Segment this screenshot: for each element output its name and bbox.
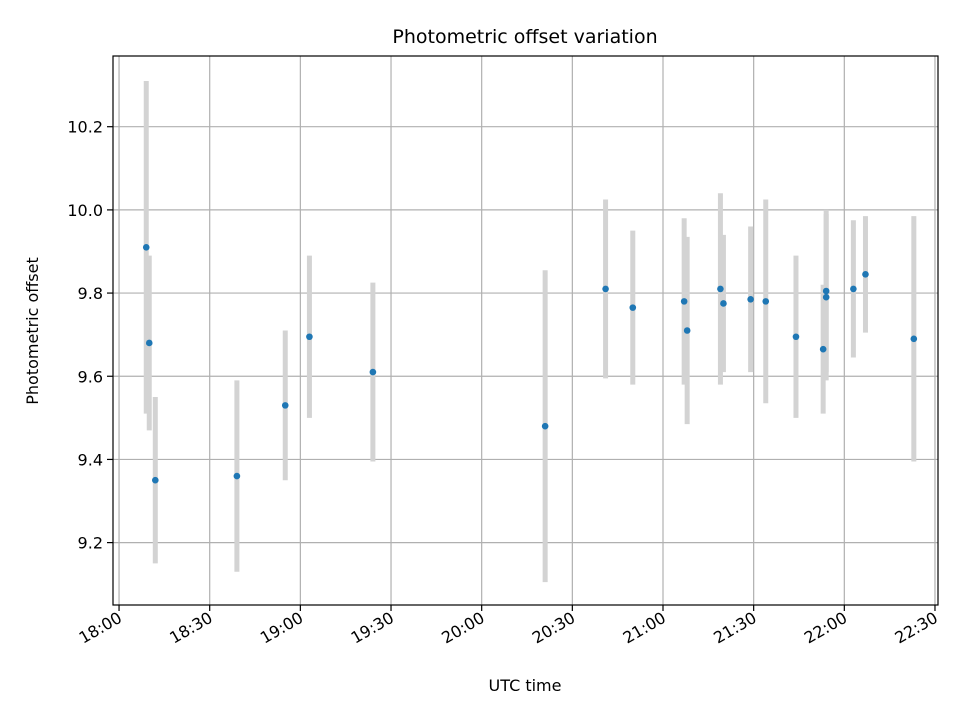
y-tick-label: 9.2 xyxy=(78,534,103,553)
data-point xyxy=(680,298,688,305)
x-axis-label: UTC time xyxy=(489,676,562,695)
y-axis-label: Photometric offset xyxy=(23,257,42,405)
grid xyxy=(113,56,938,605)
data-point xyxy=(629,304,637,311)
data-point xyxy=(819,345,827,353)
data-point xyxy=(747,296,754,303)
data-point xyxy=(306,333,313,341)
data-point xyxy=(683,327,691,334)
data-point xyxy=(369,368,377,376)
data-point xyxy=(720,300,727,307)
data-point xyxy=(822,287,830,295)
y-axis: 9.2 9.4 9.6 9.8 10.0 10.2 xyxy=(67,118,113,553)
y-tick-label: 10.2 xyxy=(67,118,103,137)
data-points xyxy=(142,244,918,484)
data-point xyxy=(152,476,159,484)
data-point xyxy=(850,285,857,293)
y-tick-label: 9.4 xyxy=(78,450,103,469)
chart-title: Photometric offset variation xyxy=(392,26,657,48)
y-tick-label: 9.8 xyxy=(78,284,103,303)
y-tick-label: 9.6 xyxy=(78,367,103,386)
plot-frame xyxy=(112,55,939,606)
data-point xyxy=(142,244,150,251)
data-point xyxy=(281,402,289,409)
data-point xyxy=(145,339,153,347)
data-point xyxy=(717,285,724,293)
y-tick-label: 10.0 xyxy=(67,201,103,220)
data-point xyxy=(602,285,609,293)
data-point xyxy=(910,335,918,343)
data-point xyxy=(762,298,770,305)
data-point xyxy=(792,333,800,341)
data-point xyxy=(822,293,830,301)
data-point xyxy=(233,472,241,480)
data-point xyxy=(541,422,549,430)
data-point xyxy=(862,271,869,278)
